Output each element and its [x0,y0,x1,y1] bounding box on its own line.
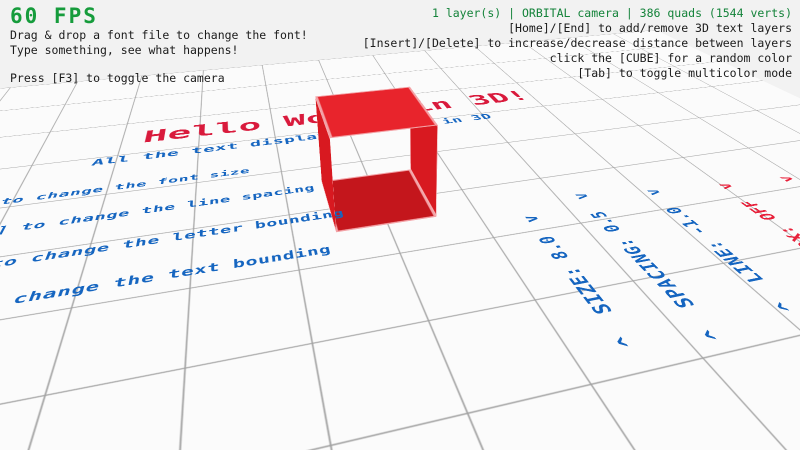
scene-param-4[interactable]: ^ TBOX: OFF v [774,175,800,281]
hud-spacer [10,58,308,71]
scene-hint-0: Press [up]/[down] to change the font siz… [0,166,250,237]
scene-param-2[interactable]: ^ LINE: -1.0 v [641,188,800,313]
scene-hint-3: Press [Num+]/[Num-] to change the text b… [0,242,333,371]
scene-param-5[interactable]: ^ LAYER DISTANCE: 0.0 v [795,143,800,312]
hud-right-panel: 1 layer(s) | ORBITAL camera | 386 quads … [363,6,792,81]
param-label: SIZE: 8.0 [534,234,620,317]
hud-hint-cube-color: click the [CUBE] for a random color [549,51,792,65]
scene-hint-2: Press [PgUp]/[PgDn] to change the letter… [0,207,345,318]
hud-hint-camera: Press [F3] to toggle the camera [10,71,225,85]
scene-hint-text: Press [Num+]/[Num-] to change the text b… [0,242,333,371]
fps-counter: 60 FPS [10,4,98,28]
param-down-arrow[interactable]: v [773,174,800,183]
cube-face-bottom [321,169,437,233]
hud-left-panel: 60 FPS Drag & drop a font file to change… [10,4,308,86]
scene-hint-text: Press [PgUp]/[PgDn] to change the letter… [0,207,346,318]
scene-hint-text: Press [left]/[right] to change the line … [0,182,316,274]
param-up-arrow[interactable]: ^ [697,325,734,342]
scene-hint-text: Press [up]/[down] to change the font siz… [0,165,251,237]
hud-hint-dragdrop: Drag & drop a font file to change the fo… [10,28,308,42]
cube-face-front [315,86,438,139]
param-label: LINE: -1.0 [661,205,771,285]
scene-hint-1: Press [left]/[right] to change the line … [0,183,316,274]
scene-headline-text: Hello World in 3D! [141,87,536,147]
param-up-arrow[interactable]: ^ [769,297,800,313]
scene-param-1[interactable]: ^ SPACING: 0.5 v [569,192,733,342]
cube-face-right [409,86,438,217]
scene-status: 1 layer(s) | ORBITAL camera | 386 quads … [431,6,792,20]
param-down-arrow[interactable]: v [795,142,800,150]
param-label: SPACING: 0.5 [586,209,702,310]
scene-subline: All the text displayed here is in 3D [90,112,495,168]
param-label: LBOX: OFF [736,199,800,267]
param-up-arrow[interactable]: ^ [610,331,646,350]
scene-subline-text: All the text displayed here is in 3D [89,112,495,169]
hud-hint-type: Type something, see what happens! [10,43,239,57]
hud-hint-multicolor: [Tab] to toggle multicolor mode [577,66,792,80]
param-down-arrow[interactable]: v [518,213,545,224]
cube-face-left [315,96,337,233]
scene-param-0[interactable]: ^ SIZE: 8.0 v [518,214,645,349]
param-down-arrow[interactable]: v [568,191,595,201]
scene-headline: Hello World in 3D! [141,88,535,147]
hud-hint-layers: [Home]/[End] to add/remove 3D text layer… [508,21,792,35]
cube-face-top [315,86,438,139]
param-down-arrow[interactable]: v [640,187,667,197]
hud-hint-distance: [Insert]/[Delete] to increase/decrease d… [362,36,792,50]
scene-param-3[interactable]: ^ LBOX: OFF v [713,182,800,293]
cube-face-back [321,169,437,233]
param-down-arrow[interactable]: v [713,181,739,191]
red-cube[interactable] [315,86,438,233]
